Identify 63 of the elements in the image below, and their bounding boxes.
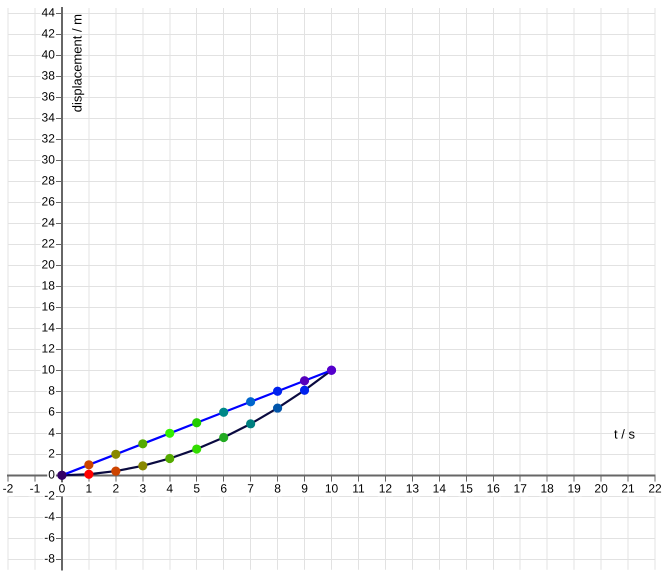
x-tick-label: 1 [86,482,93,496]
x-tick-label: 5 [193,482,200,496]
x-tick-label: 9 [301,482,308,496]
x-tick-label: -2 [2,482,14,496]
y-tick-label: 32 [42,132,56,146]
y-tick-label: 26 [42,194,56,209]
x-tick-label: 13 [406,482,420,496]
x-tick-label: 21 [621,482,636,496]
x-tick-label: 10 [324,482,338,496]
x-tick-label: 19 [567,482,582,496]
y-tick-label: 0 [48,468,56,482]
y-tick-label: 14 [42,320,56,335]
x-tick-label: 18 [540,482,554,496]
x-tick-label: 12 [378,482,392,496]
y-tick-label: 8 [48,384,56,398]
y-tick-label: -4 [44,510,56,524]
y-tick-label: 18 [42,278,56,293]
x-tick-label: 2 [112,482,120,496]
x-axis-title: t / s [614,426,636,442]
x-tick-label: 3 [139,482,146,496]
point [192,418,202,428]
y-axis-title: displacement / m [69,14,84,112]
point [246,397,256,406]
y-tick-label: 28 [42,174,56,188]
y-tick-label: 44 [42,6,56,20]
y-tick-label: 4 [48,426,56,440]
x-tick-label: 8 [274,482,282,496]
x-tick-label: 11 [352,482,366,496]
point [219,432,228,442]
point [84,470,94,479]
y-tick-label: 16 [42,300,56,314]
y-tick-label: 30 [42,152,56,167]
y-tick-label: -6 [44,530,56,545]
x-tick-label: 20 [594,482,608,496]
x-tick-label: 4 [166,482,174,496]
y-tick-label: 2 [48,446,56,461]
point [192,444,202,454]
x-tick-label: 14 [432,482,446,496]
point [300,376,310,386]
point [219,408,228,417]
x-tick-label: 0 [58,482,66,496]
y-tick-label: 20 [42,258,56,272]
x-tick-label: 6 [220,482,228,496]
y-tick-label: 22 [42,236,56,251]
y-tick-label: 40 [42,48,56,62]
x-tick-label: 16 [486,482,500,496]
x-tick-label: 15 [460,482,474,496]
y-tick-label: 34 [42,110,56,125]
y-tick-label: 10 [42,362,56,377]
y-tick-label: 12 [42,342,56,356]
x-tick-label: 7 [247,482,254,496]
y-tick-label: 24 [42,216,56,230]
point [165,428,174,438]
point [272,403,282,413]
y-tick-label: 6 [48,404,56,419]
x-tick-label: -1 [30,482,41,496]
x-tick-label: 22 [648,482,662,496]
y-tick-label: -8 [44,552,56,566]
point [246,419,256,428]
x-tick-label: 17 [514,482,528,496]
y-tick-label: 36 [42,90,56,104]
y-tick-label: 38 [42,68,56,83]
y-tick-label: 42 [42,26,56,41]
